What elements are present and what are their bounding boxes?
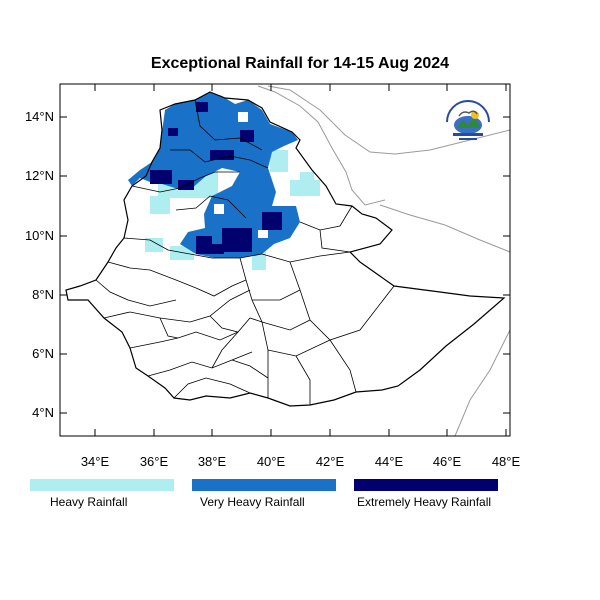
gulf-of-aden-coast [379, 204, 510, 253]
map-frame [59, 83, 511, 437]
lat-label-14: 14°N [25, 109, 54, 124]
eritrea-border [267, 85, 510, 155]
legend-swatch-very-heavy [192, 479, 336, 491]
lon-label-36: 36°E [140, 454, 169, 469]
lat-label-8: 8°N [32, 287, 54, 302]
lon-label-42: 42°E [316, 454, 345, 469]
regional-borders [95, 99, 395, 405]
lon-label-38: 38°E [198, 454, 227, 469]
extremely-heavy-rainfall-area [150, 102, 282, 254]
somalia-coast [454, 329, 510, 436]
longitude-ticks [94, 84, 507, 436]
ethiopia-border [65, 91, 506, 407]
legend-label-extremely-heavy: Extremely Heavy Rainfall [357, 495, 492, 509]
legend-swatch-extremely-heavy [354, 479, 498, 491]
legend-swatch-heavy [30, 479, 174, 491]
lon-label-44: 44°E [375, 454, 404, 469]
lon-label-48: 48°E [492, 454, 521, 469]
red-sea-coastline [257, 85, 386, 206]
lat-label-10: 10°N [25, 228, 54, 243]
lat-label-6: 6°N [32, 346, 54, 361]
lat-label-4: 4°N [32, 405, 54, 420]
legend-label-heavy: Heavy Rainfall [50, 495, 128, 509]
lon-label-40: 40°E [257, 454, 286, 469]
latitude-ticks [60, 116, 510, 414]
lat-label-12: 12°N [25, 168, 54, 183]
lon-label-46: 46°E [433, 454, 462, 469]
map-title: Exceptional Rainfall for 14-15 Aug 2024 [150, 55, 450, 72]
lon-label-34: 34°E [81, 454, 110, 469]
ethiopian-meteorology-institute-logo [446, 100, 490, 140]
legend-label-very-heavy: Very Heavy Rainfall [200, 495, 305, 509]
